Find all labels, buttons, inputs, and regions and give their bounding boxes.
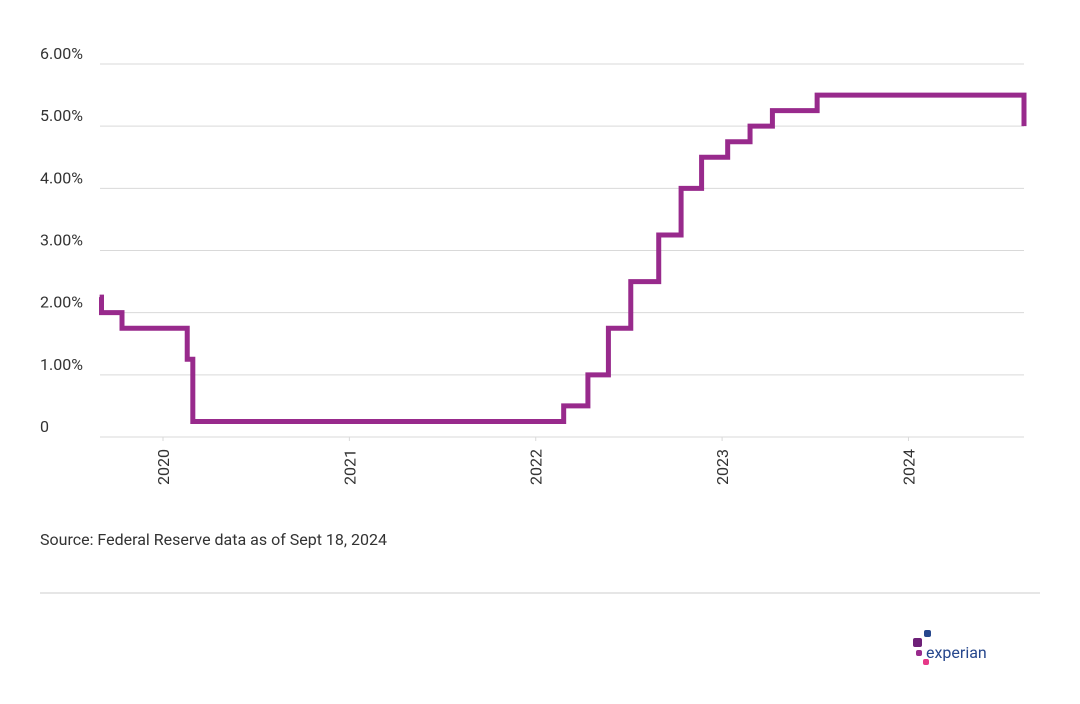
y-tick-label: 3.00% (40, 231, 83, 250)
x-tick-label: 2022 (527, 449, 546, 485)
logo-dots (913, 630, 931, 665)
y-tick-label: 1.00% (40, 355, 83, 374)
y-tick-label: 5.00% (40, 106, 83, 125)
logo-text: experian (926, 643, 987, 662)
source-note: Source: Federal Reserve data as of Sept … (40, 530, 387, 549)
x-tick-label: 2021 (340, 449, 359, 485)
x-tick-label: 2020 (154, 449, 173, 485)
y-tick-label: 0 (40, 417, 49, 436)
y-tick-label: 6.00% (40, 44, 83, 63)
y-tick-label: 2.00% (40, 293, 83, 312)
data-line (99, 92, 1027, 424)
x-tick-label: 2023 (713, 449, 732, 485)
y-tick-label: 4.00% (40, 168, 83, 187)
x-tick-label: 2024 (899, 449, 918, 485)
